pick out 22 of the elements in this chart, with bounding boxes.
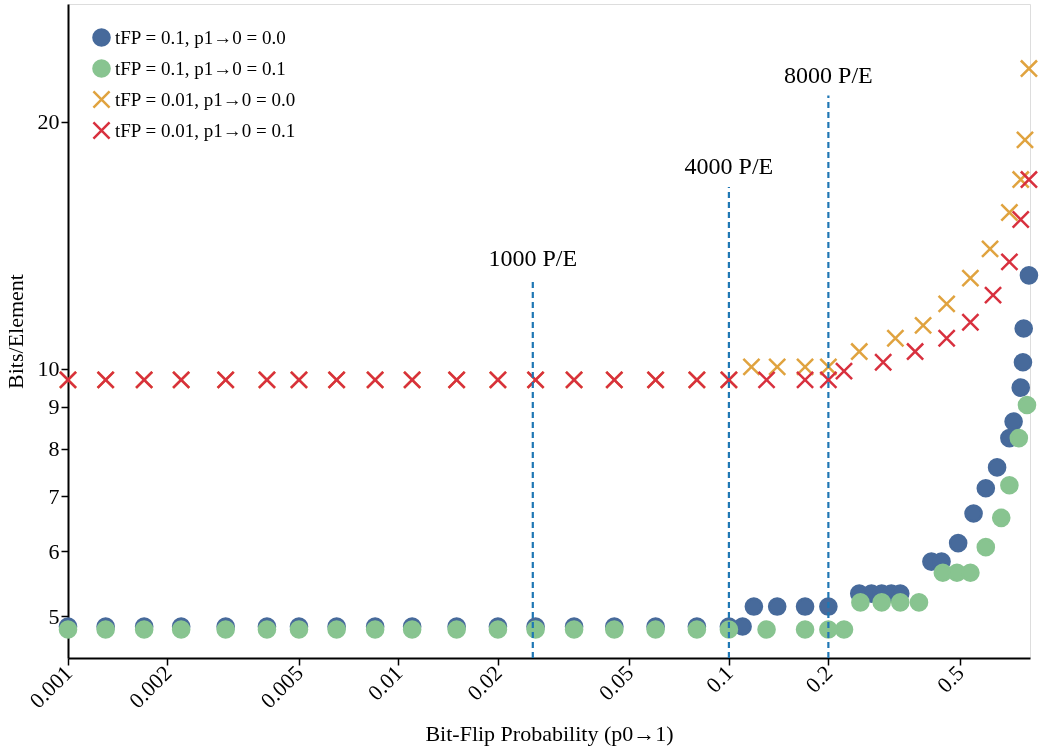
y-tick-label: 6 <box>48 538 60 564</box>
legend-label: tFP = 0.01, p1→0 = 0.1 <box>115 119 296 141</box>
x-tick-label: 0.1 <box>700 660 738 698</box>
y-tick-label: 10 <box>37 356 60 382</box>
y-tick-label: 20 <box>37 109 60 135</box>
y-tick-label: 7 <box>48 483 60 509</box>
y-tick-label: 9 <box>48 394 60 420</box>
x-tick-label: 0.2 <box>800 660 838 698</box>
x-axis-title: Bit-Flip Probability (p0→1) <box>425 721 674 747</box>
ref-line-label: 8000 P/E <box>784 61 873 88</box>
x-tick-label: 0.5 <box>931 660 969 698</box>
y-tick-label: 5 <box>48 603 60 629</box>
x-tick-label: 0.01 <box>362 660 408 706</box>
ref-line-label: 4000 P/E <box>684 153 774 180</box>
legend-label: tFP = 0.1, p1→0 = 0.1 <box>115 57 286 79</box>
y-axis-title: Bits/Element <box>2 274 28 389</box>
x-tick-label: 0.02 <box>462 660 507 706</box>
legend-label: tFP = 0.1, p1→0 = 0.0 <box>115 26 286 48</box>
legend-label: tFP = 0.01, p1→0 = 0.0 <box>115 88 296 110</box>
y-tick-label: 8 <box>48 436 60 462</box>
ref-line-label: 1000 P/E <box>488 244 578 271</box>
x-tick-label: 0.05 <box>593 660 639 706</box>
